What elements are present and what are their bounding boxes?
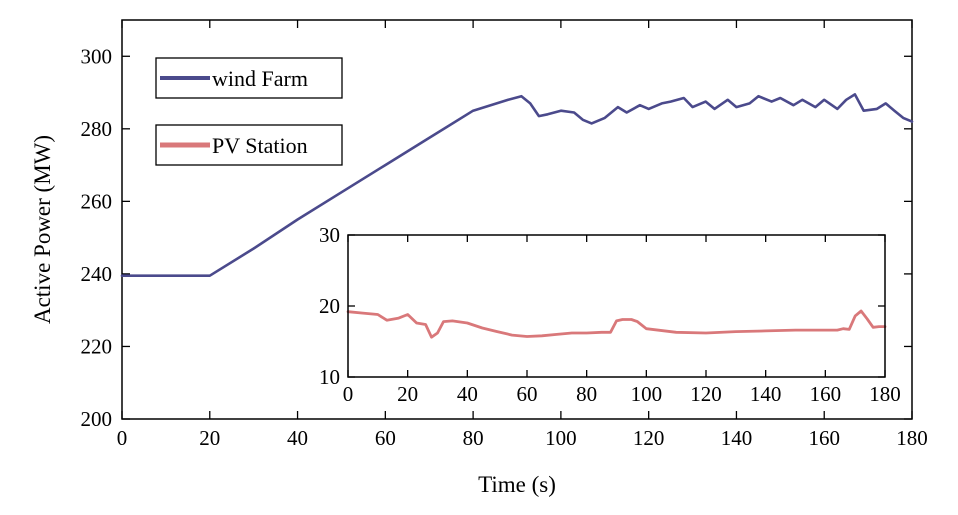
- legend-label-wind: wind Farm: [212, 66, 308, 91]
- inset-x-tick-label: 100: [631, 382, 663, 406]
- main-x-tick-label: 60: [375, 426, 396, 450]
- inset-y-tick-label: 20: [319, 294, 340, 318]
- inset-x-tick-label: 20: [397, 382, 418, 406]
- main-y-tick-label: 280: [81, 117, 113, 141]
- main-x-tick-label: 120: [633, 426, 665, 450]
- main-x-tick-label: 160: [808, 426, 840, 450]
- main-x-tick-label: 100: [545, 426, 577, 450]
- inset-background: [348, 235, 885, 377]
- inset-ticks: 0 20 40 60 80 100 120 140 160 180 10 20 30: [319, 223, 901, 406]
- main-y-tick-label: 260: [81, 189, 113, 213]
- main-y-tick-label: 300: [81, 44, 113, 68]
- inset-x-tick-label: 40: [457, 382, 478, 406]
- inset-x-tick-label: 0: [343, 382, 354, 406]
- pv-series-line: [346, 309, 887, 339]
- main-y-tick-label: 220: [81, 334, 113, 358]
- main-y-tick-label: 200: [81, 407, 113, 431]
- main-y-tick-label: 240: [81, 262, 113, 286]
- inset-series: [346, 309, 887, 339]
- main-x-tick-label: 20: [199, 426, 220, 450]
- legend-entry-pv: PV Station: [155, 124, 343, 166]
- main-ticks: 0 20 40 60 80 100 120 140 160 1802002202402602803…: [81, 20, 928, 450]
- main-plot: 0 20 40 60 80 100 120 140 160 1802002202402602803…: [30, 19, 928, 497]
- inset-y-tick-label: 10: [319, 365, 340, 389]
- inset-x-tick-label: 180: [869, 382, 901, 406]
- main-x-tick-label: 40: [287, 426, 308, 450]
- main-plot-frame: [121, 19, 913, 420]
- main-x-tick-label: 80: [463, 426, 484, 450]
- legend-entry-wind: wind Farm: [155, 57, 343, 99]
- inset-x-tick-label: 160: [810, 382, 842, 406]
- inset-x-tick-label: 140: [750, 382, 782, 406]
- y-axis-label: Active Power (MW): [30, 135, 55, 324]
- main-x-tick-label: 0: [117, 426, 128, 450]
- inset-plot: 0 20 40 60 80 100 120 140 160 180 10 20 30: [319, 223, 901, 406]
- legend: wind Farm PV Station: [155, 57, 343, 166]
- legend-label-pv: PV Station: [212, 133, 308, 158]
- main-series: [120, 93, 914, 278]
- main-x-tick-label: 180: [896, 426, 928, 450]
- inset-x-tick-label: 80: [576, 382, 597, 406]
- wind-series-line: [120, 93, 914, 278]
- inset-x-tick-label: 120: [690, 382, 722, 406]
- x-axis-label: Time (s): [478, 472, 556, 497]
- inset-y-tick-label: 30: [319, 223, 340, 247]
- main-x-tick-label: 140: [721, 426, 753, 450]
- inset-x-tick-label: 60: [517, 382, 538, 406]
